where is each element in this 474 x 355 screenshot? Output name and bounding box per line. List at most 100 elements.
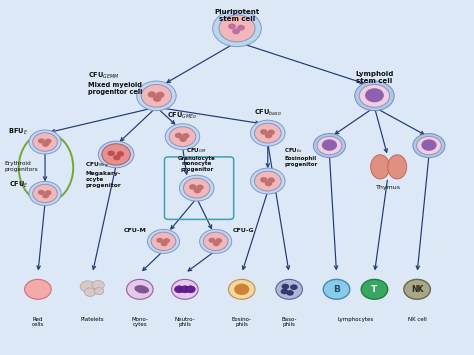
Circle shape [180, 175, 214, 201]
Circle shape [251, 120, 285, 146]
Text: Mono-
cytes: Mono- cytes [131, 317, 148, 327]
Text: NK cell: NK cell [408, 317, 427, 322]
Circle shape [189, 184, 196, 190]
Circle shape [317, 136, 342, 155]
Text: Lymphocytes: Lymphocytes [337, 317, 374, 322]
Text: CFU$_{GM}$
Granulocyte
monocyte
progenitor: CFU$_{GM}$ Granulocyte monocyte progenit… [178, 146, 216, 172]
Circle shape [194, 188, 201, 193]
Circle shape [290, 284, 298, 290]
Circle shape [260, 177, 267, 182]
Circle shape [94, 288, 104, 295]
Text: CFU$_E$: CFU$_E$ [9, 180, 28, 190]
Circle shape [29, 130, 61, 154]
Circle shape [151, 232, 176, 251]
Text: Erythroid
progenitors: Erythroid progenitors [5, 162, 38, 172]
Circle shape [265, 133, 272, 138]
Circle shape [80, 281, 95, 292]
Circle shape [255, 171, 281, 191]
Circle shape [417, 136, 441, 155]
Circle shape [147, 229, 180, 253]
Circle shape [141, 84, 172, 107]
Circle shape [161, 241, 168, 246]
Circle shape [200, 229, 232, 253]
Circle shape [267, 178, 275, 183]
Circle shape [313, 133, 346, 158]
Circle shape [322, 140, 337, 151]
Circle shape [421, 140, 437, 151]
Circle shape [196, 185, 204, 190]
Circle shape [174, 286, 184, 293]
Circle shape [228, 23, 236, 29]
Circle shape [361, 279, 388, 299]
Circle shape [153, 95, 162, 102]
Text: CFU-G: CFU-G [232, 228, 254, 233]
Circle shape [213, 10, 261, 47]
Circle shape [404, 279, 430, 299]
Circle shape [147, 91, 156, 98]
Circle shape [281, 289, 288, 294]
Circle shape [156, 92, 164, 98]
Circle shape [98, 141, 134, 168]
Circle shape [169, 127, 196, 147]
Text: T: T [371, 285, 378, 294]
Circle shape [45, 190, 52, 195]
Circle shape [255, 123, 281, 143]
Circle shape [359, 84, 390, 107]
Text: CFU$_{GMEo}$: CFU$_{GMEo}$ [167, 110, 198, 121]
Circle shape [42, 142, 49, 147]
Circle shape [92, 280, 104, 290]
Circle shape [186, 286, 195, 293]
Text: BFU$_E$: BFU$_E$ [9, 127, 28, 137]
Circle shape [260, 129, 267, 135]
Circle shape [137, 81, 176, 111]
Circle shape [323, 279, 350, 299]
Circle shape [237, 25, 245, 31]
Circle shape [215, 238, 222, 243]
Text: NK: NK [411, 285, 423, 294]
Circle shape [282, 284, 289, 289]
Circle shape [180, 286, 190, 293]
Circle shape [172, 279, 198, 299]
Circle shape [228, 279, 255, 299]
Circle shape [165, 124, 200, 149]
Circle shape [113, 155, 120, 160]
Circle shape [108, 151, 115, 156]
Circle shape [234, 284, 249, 295]
Circle shape [213, 241, 220, 246]
Text: Pluripotent
stem cell: Pluripotent stem cell [214, 9, 260, 22]
Ellipse shape [371, 155, 390, 179]
Circle shape [163, 238, 170, 243]
Circle shape [25, 279, 51, 299]
Text: CFU$_{Eo}$
Eosinophil
progenitor: CFU$_{Eo}$ Eosinophil progenitor [284, 146, 318, 167]
Circle shape [117, 151, 124, 157]
Circle shape [42, 193, 49, 198]
Text: Neutro-
phils: Neutro- phils [174, 317, 195, 327]
Circle shape [182, 133, 190, 139]
Text: CFU-M: CFU-M [124, 228, 147, 233]
Text: CFU$_{GEMM}$
Mixed myeloid
progenitor cell: CFU$_{GEMM}$ Mixed myeloid progenitor ce… [88, 71, 142, 95]
Text: B: B [333, 285, 340, 294]
Circle shape [209, 238, 215, 243]
Circle shape [38, 138, 45, 143]
Circle shape [33, 184, 57, 203]
Circle shape [251, 168, 285, 194]
Circle shape [29, 181, 61, 206]
Circle shape [127, 279, 153, 299]
Text: Thymus: Thymus [376, 185, 401, 190]
Circle shape [38, 190, 45, 195]
Circle shape [183, 178, 210, 198]
Circle shape [156, 238, 163, 243]
Circle shape [267, 130, 275, 135]
Circle shape [219, 15, 255, 42]
Circle shape [84, 288, 96, 296]
Circle shape [276, 279, 302, 299]
Circle shape [45, 139, 52, 144]
Circle shape [203, 232, 228, 251]
Circle shape [355, 81, 394, 111]
Text: CFU$_{Meg}$
Megakary-
ocyte
progenitor: CFU$_{Meg}$ Megakary- ocyte progenitor [85, 160, 121, 188]
Ellipse shape [388, 155, 407, 179]
Circle shape [365, 88, 384, 102]
Text: CFU$_{baso}$: CFU$_{baso}$ [254, 108, 282, 118]
Circle shape [102, 144, 130, 165]
Circle shape [286, 290, 294, 296]
